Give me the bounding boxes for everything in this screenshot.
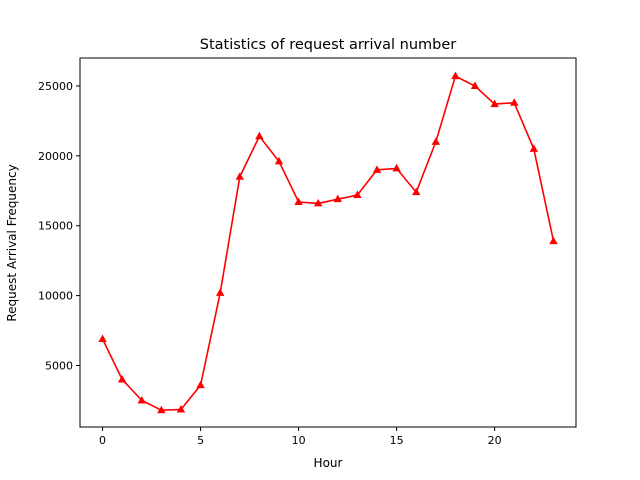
data-point-marker — [117, 374, 127, 383]
data-point-marker — [431, 137, 441, 145]
data-point-marker — [235, 172, 244, 180]
data-point-marker — [549, 236, 558, 245]
data-point-marker — [392, 163, 401, 172]
y-tick-label: 15000 — [38, 220, 73, 233]
y-tick-label: 20000 — [38, 150, 73, 163]
data-point-marker — [196, 380, 205, 389]
axis-ticks: 0 5 10 15 20 5000 10000 15000 20000 25000 — [38, 80, 502, 447]
x-tick-label: 10 — [292, 434, 306, 447]
x-tick-label: 5 — [197, 434, 204, 447]
x-tick-label: 0 — [99, 434, 106, 447]
y-tick-label: 10000 — [38, 290, 73, 303]
data-point-marker — [333, 194, 343, 203]
x-tick-label: 20 — [488, 434, 502, 447]
data-point-marker — [353, 190, 362, 198]
data-point-marker — [98, 334, 107, 342]
x-tick-label: 15 — [390, 434, 404, 447]
data-point-marker — [470, 81, 480, 89]
data-point-marker — [451, 71, 460, 80]
series-line — [101, 75, 555, 412]
data-point-marker — [313, 198, 323, 207]
data-point-marker — [529, 144, 539, 152]
x-axis-label: Hour — [314, 456, 343, 470]
data-point-marker — [490, 99, 499, 108]
data-point-marker — [215, 288, 225, 296]
data-point-marker — [372, 165, 382, 173]
plot-frame — [79, 57, 577, 428]
y-tick-label: 25000 — [38, 80, 73, 93]
data-point-marker — [274, 156, 284, 165]
data-point-marker — [176, 405, 186, 413]
y-axis-label: Request Arrival Frequency — [5, 164, 19, 321]
series-layer — [98, 71, 558, 414]
y-tick-label: 5000 — [45, 360, 73, 373]
data-point-marker — [510, 98, 519, 106]
data-point-marker — [294, 197, 303, 205]
data-point-marker — [157, 405, 166, 414]
data-point-marker — [137, 395, 146, 404]
chart-title: Statistics of request arrival number — [200, 37, 457, 53]
data-point-marker — [255, 131, 264, 140]
data-point-marker — [412, 187, 421, 196]
